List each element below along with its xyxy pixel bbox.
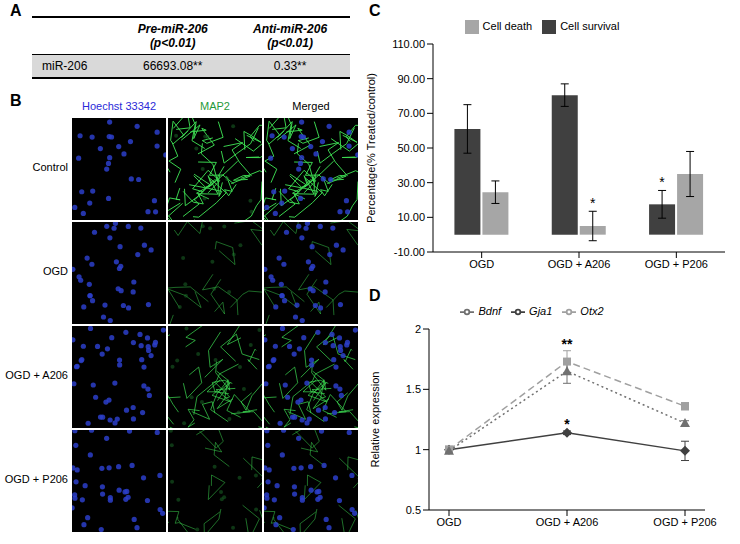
html-text:C: C [369, 2, 381, 19]
svg-text:OGD + P206: OGD + P206 [653, 516, 716, 528]
svg-text:*: * [659, 174, 665, 190]
html-text:miR-206: miR-206 [42, 59, 88, 73]
svg-text:0.5: 0.5 [406, 504, 421, 516]
html-text:OGD: OGD [42, 265, 68, 277]
svg-text:**: ** [562, 336, 573, 352]
html-text:0.33**: 0.33** [273, 59, 307, 73]
svg-text:OGD + A206: OGD + A206 [548, 258, 611, 270]
svg-text:Percentage(% Treated/control): Percentage(% Treated/control) [365, 73, 377, 223]
html-text:66693.08**: 66693.08** [143, 59, 203, 73]
html-text:(p<0.01): (p<0.01) [149, 36, 196, 50]
html-text:Cell death: Cell death [482, 20, 533, 32]
svg-text:10.00: 10.00 [397, 211, 425, 223]
html-text:OGD + P206: OGD + P206 [4, 473, 68, 485]
html-text:A: A [10, 2, 22, 19]
html-text:(p<0.01): (p<0.01) [267, 36, 313, 50]
svg-text:*: * [590, 195, 596, 211]
svg-text:-10.00: -10.00 [394, 246, 425, 258]
html-text:Gja1: Gja1 [529, 305, 553, 317]
svg-text:90.00: 90.00 [397, 73, 425, 85]
svg-text:OGD: OGD [469, 258, 494, 270]
svg-text:OGD + A206: OGD + A206 [536, 516, 599, 528]
svg-text:OGD: OGD [436, 516, 461, 528]
html-text:Bdnf: Bdnf [478, 305, 502, 317]
html-text:Cell survival: Cell survival [560, 20, 620, 32]
svg-text:Relative expression: Relative expression [369, 372, 381, 468]
html-text:OGD + A206: OGD + A206 [5, 369, 68, 381]
html-text:Anti-miR-206: Anti-miR-206 [253, 22, 328, 36]
svg-text:2: 2 [415, 323, 421, 335]
html-text:Control: Control [32, 161, 68, 173]
svg-text:1: 1 [415, 444, 421, 456]
html-text:Merged: Merged [292, 100, 330, 112]
svg-text:50.00: 50.00 [397, 142, 425, 154]
html-text:Pre-miR-206: Pre-miR-206 [137, 22, 208, 36]
svg-text:30.00: 30.00 [397, 177, 425, 189]
html-text:B: B [10, 92, 22, 109]
svg-text:110.00: 110.00 [392, 38, 425, 50]
html-text:Otx2: Otx2 [580, 305, 604, 317]
html-text:D: D [369, 287, 381, 304]
svg-text:OGD + P206: OGD + P206 [645, 258, 708, 270]
svg-text:70.00: 70.00 [397, 107, 425, 119]
svg-text:*: * [564, 416, 570, 432]
html-text:MAP2: MAP2 [200, 100, 230, 112]
html-text:Hoechst 33342: Hoechst 33342 [82, 100, 156, 112]
svg-text:1.5: 1.5 [406, 383, 421, 395]
